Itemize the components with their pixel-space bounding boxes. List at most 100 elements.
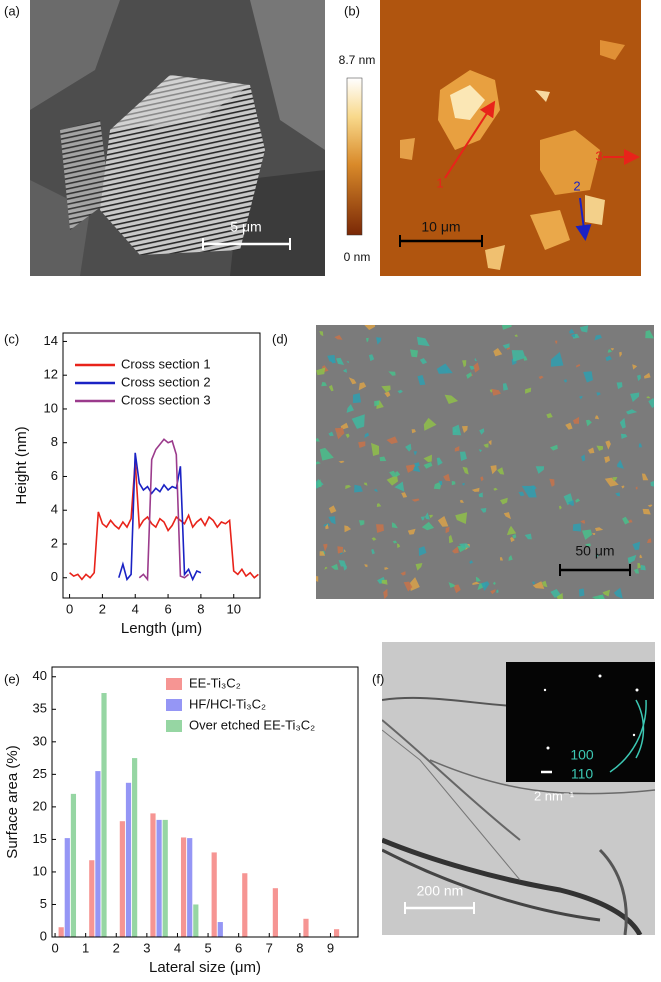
flake <box>492 581 496 585</box>
flake <box>532 581 545 589</box>
flake <box>364 432 369 438</box>
flake <box>345 485 351 490</box>
flake <box>338 460 345 464</box>
flake <box>497 467 505 475</box>
flake <box>455 512 468 524</box>
flake <box>325 523 329 530</box>
axis-frame <box>51 666 359 938</box>
flake <box>622 516 630 525</box>
flake <box>334 427 345 440</box>
flake <box>395 471 401 477</box>
legend-swatch <box>166 720 182 732</box>
panel-label: (b) <box>344 3 360 18</box>
flake <box>612 477 618 482</box>
y-tick-label: 20 <box>33 798 47 813</box>
x-tick-label: 10 <box>226 601 240 616</box>
x-tick-label: 0 <box>51 940 58 955</box>
flake <box>373 488 378 492</box>
flake <box>595 527 604 532</box>
flake <box>591 594 606 599</box>
flake <box>650 481 654 487</box>
flake <box>493 348 503 357</box>
x-tick-label: 9 <box>327 940 334 955</box>
flake <box>358 441 366 448</box>
flake <box>397 389 403 394</box>
x-tick-label: 5 <box>204 940 211 955</box>
flake <box>616 382 623 390</box>
flake <box>619 351 622 358</box>
flake <box>478 449 482 453</box>
flake <box>383 588 388 599</box>
flake <box>423 454 432 463</box>
x-tick-label: 0 <box>66 601 73 616</box>
flake <box>452 429 457 433</box>
flake <box>371 537 377 541</box>
flake <box>615 492 621 497</box>
flake <box>605 440 611 450</box>
panel-label: (c) <box>4 331 19 346</box>
flake <box>595 553 599 558</box>
colorbar <box>346 77 363 236</box>
flake <box>444 394 459 404</box>
flake <box>524 533 532 540</box>
flake <box>588 447 595 454</box>
flake <box>405 464 417 473</box>
flake <box>645 330 654 339</box>
flake <box>502 383 509 391</box>
x-tick-label: 2 <box>113 940 120 955</box>
flake <box>392 540 398 544</box>
flake <box>323 543 328 552</box>
flake <box>384 567 389 570</box>
flake <box>323 523 330 527</box>
flake <box>371 442 380 456</box>
flake <box>635 486 638 490</box>
bar <box>95 771 101 937</box>
flake <box>642 508 651 515</box>
bar <box>211 852 217 937</box>
y-tick-label: 15 <box>33 831 47 846</box>
flake <box>502 343 510 349</box>
flake <box>319 331 324 337</box>
flake <box>386 474 398 486</box>
y-tick-label: 4 <box>51 502 58 517</box>
spot <box>632 733 636 737</box>
flake <box>466 372 472 379</box>
flake <box>627 554 637 564</box>
ring <box>609 699 647 773</box>
x-tick-label: 2 <box>99 601 106 616</box>
bar <box>150 813 156 937</box>
y-tick-label: 40 <box>33 668 47 683</box>
flake <box>500 497 508 505</box>
y-tick-label: 10 <box>44 400 58 415</box>
bar <box>58 927 64 937</box>
flake <box>571 333 575 338</box>
legend-label: Cross section 2 <box>121 374 211 389</box>
flake <box>480 476 484 482</box>
flake <box>488 440 492 445</box>
bar <box>193 904 199 937</box>
panel-label: (e) <box>4 671 20 686</box>
flake <box>416 336 430 347</box>
flake <box>583 371 593 383</box>
ring-label: 100 <box>570 747 594 763</box>
flake <box>596 445 604 451</box>
flake <box>490 589 496 595</box>
flake <box>481 581 490 591</box>
flake <box>411 429 416 434</box>
flake <box>413 464 421 472</box>
ring-label: 110 <box>571 766 594 782</box>
flake <box>429 514 433 519</box>
flake <box>491 388 501 396</box>
spot <box>598 674 602 678</box>
flake <box>550 444 558 451</box>
x-tick-label: 8 <box>197 601 204 616</box>
y-tick-label: 30 <box>33 733 47 748</box>
flake <box>443 473 451 482</box>
flake <box>368 354 375 362</box>
flake <box>374 400 380 407</box>
flake <box>410 349 418 358</box>
flake <box>647 504 653 508</box>
flake <box>328 516 336 525</box>
flake <box>620 433 628 439</box>
